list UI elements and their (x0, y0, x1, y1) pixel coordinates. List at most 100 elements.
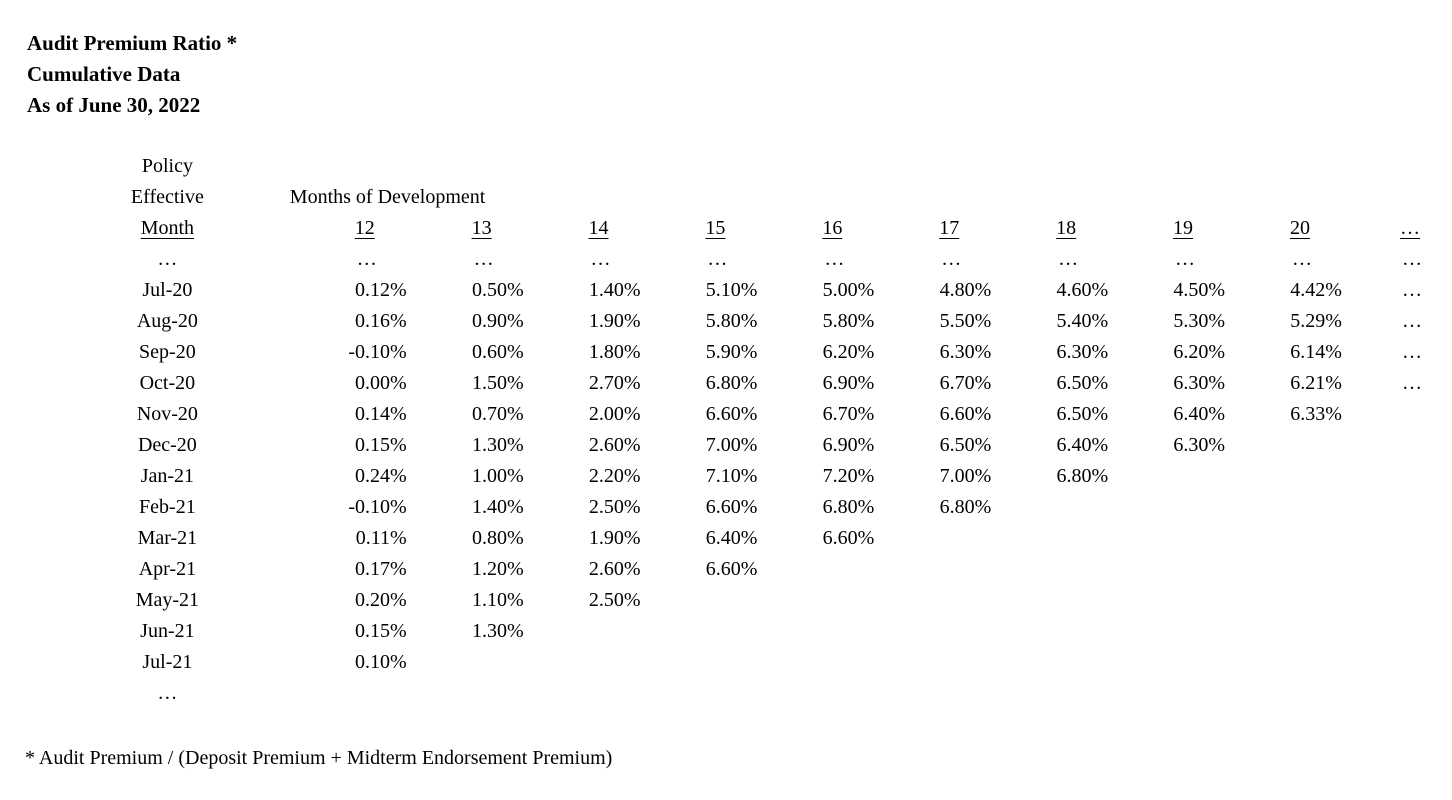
cell-empty (1342, 430, 1452, 461)
cell-ellipsis: … (1402, 372, 1422, 394)
cell-empty (991, 585, 1108, 616)
cell-empty (1225, 492, 1342, 523)
cell-ellipsis: … (590, 248, 611, 270)
cell-value: 1.90% (588, 310, 641, 332)
cell-value: 5.10% (705, 279, 758, 301)
column-header: 17 (874, 213, 991, 244)
cell-empty (874, 678, 991, 709)
column-header-label: 13 (471, 217, 492, 239)
column-header: 20 (1225, 213, 1342, 244)
column-header-label: … (1400, 217, 1420, 239)
cell-empty (1108, 523, 1225, 554)
cell-empty (407, 647, 524, 678)
cell-empty (1225, 430, 1342, 461)
row-label-month: Jun-21 (140, 620, 195, 642)
cell-value: 0.17% (355, 558, 407, 580)
cell-value: 6.60% (705, 403, 758, 425)
cell-value: 2.70% (588, 372, 641, 394)
column-header-label: 12 (354, 217, 375, 239)
table-row: Nov-20 0.14% 0.70% 2.00% 6.60% 6.70% 6.60% 6.50… (45, 399, 1452, 430)
table-row: Apr-21 0.17% 1.20% 2.60% 6.60% (45, 554, 1452, 585)
table-row: Feb-21 -0.10% 1.40% 2.50% 6.60% 6.80% 6.80% (45, 492, 1452, 523)
cell-empty (1342, 647, 1452, 678)
cell-empty (641, 678, 758, 709)
cell-value: 1.80% (588, 341, 641, 363)
cell-ellipsis: … (1402, 279, 1422, 301)
cell-value: 6.80% (1056, 465, 1109, 487)
cell-value: 5.00% (822, 279, 875, 301)
table-row: Mar-21 0.11% 0.80% 1.90% 6.40% 6.60% (45, 523, 1452, 554)
cell-empty (1225, 647, 1342, 678)
cell-value: 6.30% (939, 341, 992, 363)
cell-empty (1108, 585, 1225, 616)
cell-empty (1108, 461, 1225, 492)
cell-value: 6.60% (822, 527, 875, 549)
months-of-development-label: Months of Development (289, 186, 486, 208)
cell-ellipsis: … (1291, 248, 1312, 270)
column-header: 13 (407, 213, 524, 244)
row-header-line-policy: Policy (141, 155, 193, 177)
cell-ellipsis: … (941, 248, 962, 270)
cell-empty (874, 554, 991, 585)
column-header-label: 20 (1289, 217, 1310, 239)
cell-value: 6.90% (822, 372, 875, 394)
column-header: … (1342, 213, 1452, 244)
cell-value: 2.20% (588, 465, 641, 487)
cell-empty (1342, 461, 1452, 492)
title-block: Audit Premium Ratio * Cumulative Data As… (27, 28, 1452, 121)
cell-value: 6.30% (1173, 434, 1226, 456)
cell-value: 0.10% (355, 651, 407, 673)
row-label-month: Nov-20 (136, 403, 198, 425)
cell-empty (874, 585, 991, 616)
cell-value: 5.40% (1056, 310, 1109, 332)
cell-empty (757, 554, 874, 585)
cell-value: 0.11% (355, 527, 407, 549)
cell-empty (1225, 678, 1342, 709)
column-header-label: 16 (822, 217, 843, 239)
cell-value: 1.00% (471, 465, 524, 487)
cell-value: 6.40% (1173, 403, 1226, 425)
cell-value: 6.80% (939, 496, 992, 518)
cell-ellipsis: … (1058, 248, 1079, 270)
cell-ellipsis: … (1402, 310, 1422, 332)
month-column-header: Month (140, 217, 195, 239)
cell-value: 0.90% (471, 310, 524, 332)
header-row-effective: Effective Months of Development (45, 182, 1452, 213)
cell-empty (757, 585, 874, 616)
column-header-label: 15 (705, 217, 726, 239)
exhibit-page: Audit Premium Ratio * Cumulative Data As… (0, 28, 1452, 800)
cell-empty (1108, 554, 1225, 585)
cell-value: 6.20% (822, 341, 875, 363)
column-header-label: 19 (1173, 217, 1194, 239)
cell-empty (1225, 523, 1342, 554)
row-label-month: Jul-20 (142, 279, 193, 301)
cell-empty (641, 585, 758, 616)
cell-empty (991, 678, 1108, 709)
cell-value: 6.40% (1056, 434, 1109, 456)
cell-value: 6.20% (1173, 341, 1226, 363)
column-header-label: 14 (588, 217, 609, 239)
cell-value: 0.15% (355, 620, 407, 642)
table-row: …………………………… (45, 244, 1452, 275)
row-label-month: Feb-21 (139, 496, 196, 518)
cell-ellipsis: … (824, 248, 845, 270)
cell-empty (1342, 492, 1452, 523)
table-row: Jul-21 0.10% (45, 647, 1452, 678)
cell-value: 0.50% (471, 279, 524, 301)
cell-value: 6.60% (705, 496, 758, 518)
cell-value: 1.20% (471, 558, 524, 580)
header-row-columns: Month 12 13 14 15 16 17 18 19 20 … (45, 213, 1452, 244)
table-row: Jan-21 0.24% 1.00% 2.20% 7.10% 7.20% 7.00% 6.80… (45, 461, 1452, 492)
cell-ellipsis: … (1402, 341, 1422, 363)
row-label-month: … (157, 682, 178, 704)
table-row: Oct-20 0.00% 1.50% 2.70% 6.80% 6.90% 6.70% 6.50… (45, 368, 1452, 399)
cell-empty (1225, 616, 1342, 647)
cell-empty (757, 678, 874, 709)
row-label-month: May-21 (135, 589, 200, 611)
cell-value: 1.90% (588, 527, 641, 549)
column-header: 15 (641, 213, 758, 244)
cell-value: 0.70% (471, 403, 524, 425)
cell-empty (1342, 399, 1452, 430)
cell-value: 2.60% (588, 434, 641, 456)
column-header-label: 18 (1056, 217, 1077, 239)
